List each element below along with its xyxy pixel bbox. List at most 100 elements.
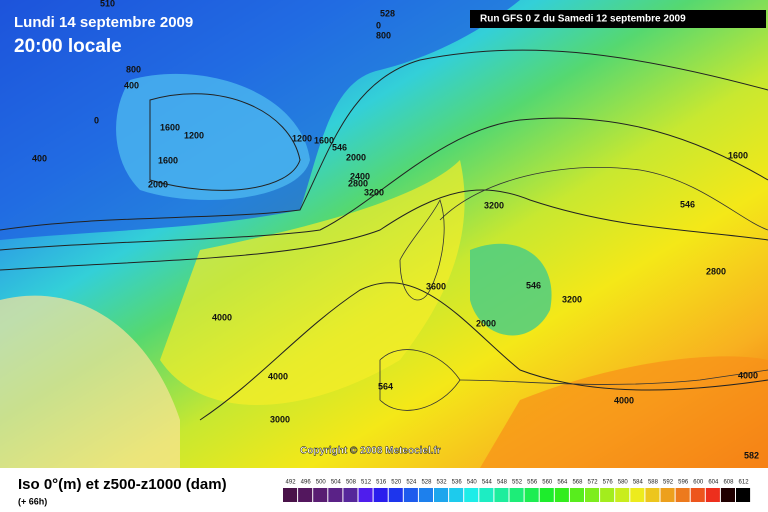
scale-label: 572 (588, 480, 599, 486)
footer-title: Iso 0°(m) et z500-z1000 (dam) (18, 476, 227, 493)
scale-label: 508 (346, 480, 357, 486)
map-label: 582 (744, 450, 759, 460)
scale-swatch (494, 488, 509, 502)
map-label: 3000 (270, 414, 290, 424)
scale-label: 552 (512, 480, 523, 486)
map-label: 2000 (148, 179, 168, 189)
cold-pocket (116, 73, 310, 200)
map-labels: 510 528 0 800 800 400 0 400 1600 1200 16… (32, 0, 759, 460)
scale-label: 604 (708, 480, 719, 486)
scale-swatch (298, 488, 313, 502)
scale-swatch (464, 488, 479, 502)
scale-label: 608 (723, 480, 734, 486)
scale-swatch (418, 488, 433, 502)
scale-swatch (615, 488, 630, 502)
scale-swatch (720, 488, 735, 502)
map-label: 546 (526, 280, 541, 290)
run-box (470, 10, 766, 28)
scale-label: 504 (331, 480, 342, 486)
hot-area (480, 356, 768, 468)
map-label: 4000 (212, 312, 232, 322)
scale-label: 496 (301, 480, 312, 486)
map-label: 0 (94, 115, 99, 125)
map-label: 510 (100, 0, 115, 8)
map-label: 1600 (158, 155, 178, 165)
scale-swatch (645, 488, 660, 502)
scale-label: 536 (452, 480, 463, 486)
scale-swatch (328, 488, 343, 502)
map-label: 546 (680, 199, 695, 209)
scale-label: 612 (739, 480, 750, 486)
color-scale: 492 496 500 504 508 512 516 520 524 528 532 536 540 5… (283, 480, 751, 502)
coastlines (379, 167, 768, 411)
scale-label: 532 (437, 480, 448, 486)
scale-swatch (736, 488, 751, 502)
scale-swatch (403, 488, 418, 502)
scale-label: 564 (557, 480, 568, 486)
scale-label: 584 (633, 480, 644, 486)
date-label: Lundi 14 septembre 2009 (14, 14, 193, 31)
scale-label: 528 (421, 480, 432, 486)
map-label: 564 (378, 381, 393, 391)
scale-swatch (569, 488, 584, 502)
scale-label: 596 (678, 480, 689, 486)
scale-swatch (358, 488, 373, 502)
scale-swatch (539, 488, 554, 502)
scale-label: 592 (663, 480, 674, 486)
map-label: 528 (380, 8, 395, 18)
map-label: 2000 (476, 318, 496, 328)
scale-swatch (434, 488, 449, 502)
map-label: 3200 (364, 187, 384, 197)
map-label: 800 (376, 30, 391, 40)
run-label: Run GFS 0 Z du Samedi 12 septembre 2009 (480, 14, 686, 25)
scale-label: 540 (467, 480, 478, 486)
contours (0, 49, 768, 421)
scale-label: 524 (406, 480, 417, 486)
warm-area (160, 160, 465, 405)
map-label: 800 (126, 64, 141, 74)
scale-swatch (373, 488, 388, 502)
scale-swatch (479, 488, 494, 502)
scale-label: 600 (693, 480, 704, 486)
scale-label: 556 (527, 480, 538, 486)
scale-label: 548 (497, 480, 508, 486)
scale-swatch (313, 488, 328, 502)
map-label: 1200 (184, 130, 204, 140)
map-label: 3600 (426, 281, 446, 291)
map-label: 2400 (350, 171, 370, 181)
scale-swatch (388, 488, 403, 502)
map-label: 400 (124, 80, 139, 90)
scale-swatch (509, 488, 524, 502)
map-label: 4000 (268, 371, 288, 381)
scale-label: 520 (391, 480, 402, 486)
copyright: Copyright © 2008 Meteociel.fr (300, 446, 441, 457)
map-label: 1600 (160, 122, 180, 132)
map-label: 1200 (292, 133, 312, 143)
scale-swatch (283, 488, 298, 502)
scale-swatch (524, 488, 539, 502)
map-label: 1600 (314, 135, 334, 145)
scale-label: 544 (482, 480, 493, 486)
scale-label: 500 (316, 480, 327, 486)
map-label: 3200 (484, 200, 504, 210)
scale-label: 492 (286, 480, 297, 486)
map: 510 528 0 800 800 400 0 400 1600 1200 16… (0, 0, 768, 468)
map-label: 2000 (346, 152, 366, 162)
scale-swatch (449, 488, 464, 502)
map-label: 2800 (348, 178, 368, 188)
scale-label: 512 (361, 480, 372, 486)
scale-swatch (705, 488, 720, 502)
scale-swatch (630, 488, 645, 502)
scale-swatch (343, 488, 358, 502)
scale-swatch (585, 488, 600, 502)
map-label: 546 (332, 142, 347, 152)
map-label: 2800 (706, 266, 726, 276)
scale-label: 588 (648, 480, 659, 486)
map-label: 400 (32, 153, 47, 163)
footer-forecast: (+ 66h) (18, 496, 47, 506)
map-label: 4000 (738, 370, 758, 380)
low-area (470, 243, 552, 336)
map-label: 3200 (562, 294, 582, 304)
map-label: 0 (376, 20, 381, 30)
